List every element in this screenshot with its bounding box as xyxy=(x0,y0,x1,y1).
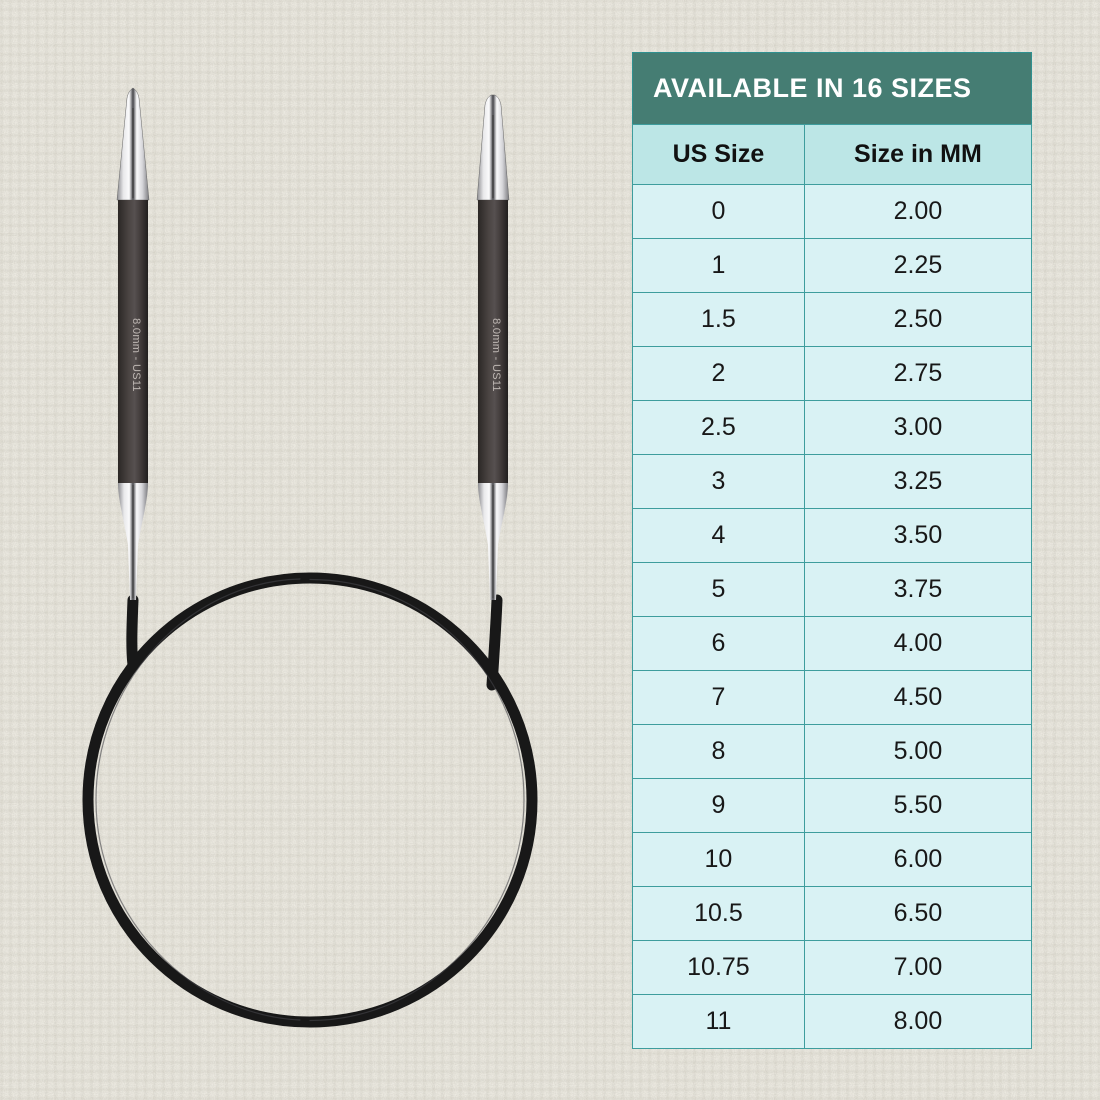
svg-text:8.0mm - US11: 8.0mm - US11 xyxy=(490,318,502,392)
svg-text:8.0mm - US11: 8.0mm - US11 xyxy=(130,318,142,392)
